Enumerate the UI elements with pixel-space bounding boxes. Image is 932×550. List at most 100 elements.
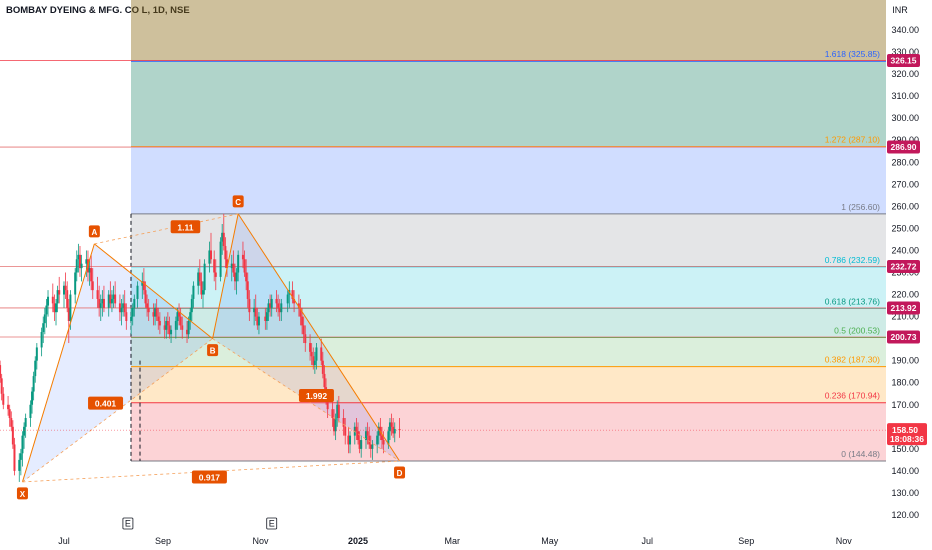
candle-body — [246, 281, 249, 299]
price-tick: 260.00 — [891, 201, 919, 211]
price-badge-label: 200.73 — [891, 332, 917, 342]
candle-body — [78, 254, 81, 269]
pattern-point-d[interactable] — [394, 466, 406, 479]
candle-body — [190, 298, 193, 313]
candle-body — [58, 290, 61, 295]
candle-body — [107, 294, 110, 308]
candle-body — [323, 373, 326, 388]
candle-body — [336, 404, 339, 418]
candle-body — [358, 440, 361, 449]
candle-body — [192, 285, 195, 299]
earnings-marker-label: E — [269, 519, 275, 529]
price-badge-label: 326.15 — [891, 56, 917, 66]
fib-label-0.236: 0.236 (170.94) — [825, 391, 880, 401]
fib-label-0: 0 (144.48) — [841, 449, 880, 459]
time-tick: May — [541, 536, 559, 546]
candle-body — [237, 254, 240, 273]
candle-body — [13, 444, 16, 471]
price-tick: 330.00 — [891, 47, 919, 57]
candle-body — [118, 303, 121, 313]
candle-body — [114, 294, 117, 304]
candle-body — [256, 316, 259, 326]
pattern-diag-XB — [22, 338, 213, 483]
pattern-points: X A B C D — [16, 195, 406, 500]
price-tick: 270.00 — [891, 179, 919, 189]
pattern-point-label: A — [91, 228, 97, 237]
candle-body — [146, 303, 149, 308]
candle-body — [245, 272, 248, 282]
ratio-label: 1.992 — [306, 391, 328, 401]
candle-body — [208, 250, 211, 264]
horizontal-lines — [0, 60, 886, 338]
pattern-leg-XA[interactable] — [21, 243, 95, 483]
time-tick: Nov — [253, 536, 270, 546]
candles — [0, 213, 401, 482]
candle-body — [382, 440, 385, 445]
candle-body — [96, 290, 99, 299]
earnings-marker-label: E — [125, 519, 131, 529]
candle-body — [18, 459, 21, 471]
candle-body — [377, 426, 380, 436]
price-axis-bg — [886, 0, 932, 550]
fib-band-6 — [131, 146, 886, 214]
candle-body — [178, 312, 181, 317]
candle-body — [23, 426, 26, 436]
price-badge-label: 213.92 — [891, 303, 917, 313]
pattern-point-label: B — [210, 347, 216, 356]
pattern-point-a[interactable] — [88, 225, 100, 238]
candle-body — [45, 305, 48, 315]
candle-body — [77, 254, 80, 260]
candle-body — [387, 431, 390, 445]
candle-body — [333, 418, 336, 432]
candle-body — [109, 294, 112, 304]
candle-body — [154, 307, 157, 317]
ratio-labels: 0.401 1.11 1.992 0.917 — [88, 220, 334, 484]
fib-band-2 — [131, 337, 886, 367]
candle-body — [85, 259, 88, 264]
candle-body — [186, 329, 189, 335]
candle-body — [34, 360, 37, 377]
candle-body — [398, 429, 401, 431]
candle-body — [7, 404, 10, 410]
fib-band-7 — [131, 61, 886, 147]
pattern-point-x[interactable] — [16, 487, 28, 500]
price-badge — [887, 330, 920, 344]
candle-body — [241, 254, 244, 260]
fib-band-4 — [131, 266, 886, 309]
candle-body — [313, 360, 316, 366]
candle-body — [312, 356, 315, 366]
earnings-marker[interactable] — [122, 517, 134, 530]
earnings-marker[interactable] — [266, 517, 278, 530]
candle-body — [222, 232, 225, 247]
price-tick: 280.00 — [891, 157, 919, 167]
time-axis: Jul Sep Nov 2025 Mar May Jul Sep Nov E E — [0, 517, 886, 550]
candle-body — [158, 321, 161, 326]
candle-body — [221, 232, 224, 242]
candle-body — [102, 298, 105, 308]
candle-body — [179, 316, 182, 326]
current-price-badge — [887, 423, 927, 446]
time-tick: Sep — [738, 536, 754, 546]
current-price-value: 158.50 — [892, 425, 918, 435]
candle-body — [275, 298, 278, 304]
candle-body — [233, 272, 236, 282]
pattern-leg-BC[interactable] — [212, 213, 239, 339]
pattern-leg-CD[interactable] — [237, 213, 400, 462]
candle-body — [264, 316, 267, 321]
candle-body — [19, 453, 22, 460]
candle-body — [286, 294, 289, 304]
candle-body — [337, 404, 340, 418]
candle-body — [69, 294, 72, 321]
candle-body — [166, 321, 169, 326]
pattern-point-c[interactable] — [232, 195, 244, 208]
candle-body — [269, 303, 272, 308]
candle-body — [355, 426, 358, 432]
price-tick: 150.00 — [891, 444, 919, 454]
candle-body — [74, 272, 77, 295]
candle-body — [63, 285, 65, 295]
pattern-leg-AB[interactable] — [94, 243, 213, 340]
pattern-point-b[interactable] — [207, 344, 219, 357]
candle-body — [219, 241, 222, 277]
time-axis-bg — [0, 532, 886, 550]
